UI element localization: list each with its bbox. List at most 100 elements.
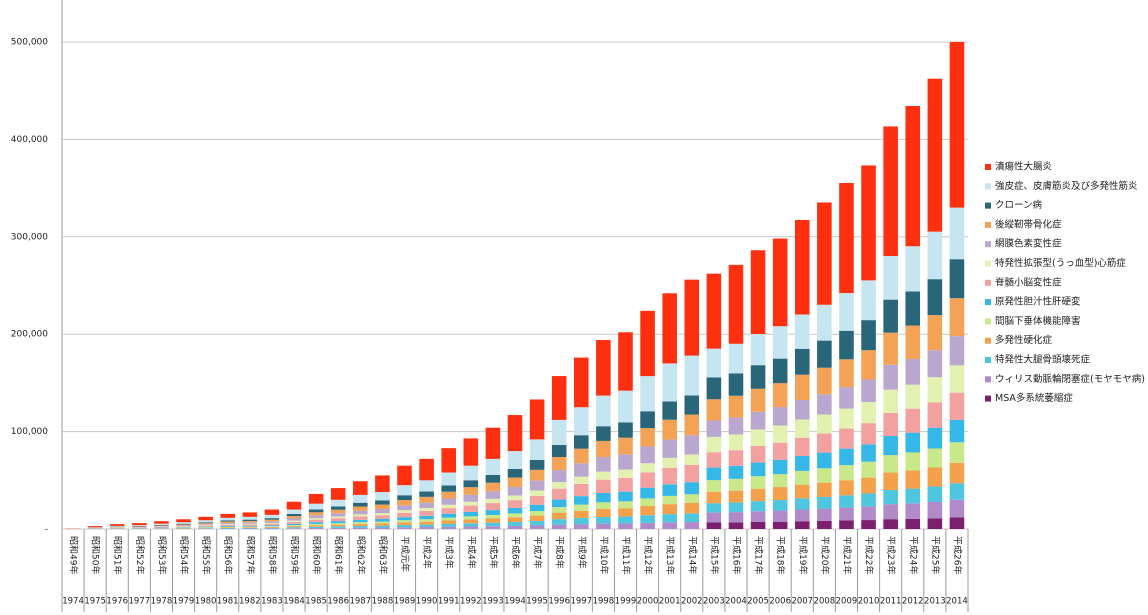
bar-segment bbox=[154, 525, 169, 527]
bar-segment bbox=[861, 350, 876, 380]
bar-segment bbox=[618, 501, 633, 509]
bar-segment bbox=[750, 388, 766, 412]
x-tick-label: 平成10年 bbox=[598, 536, 610, 574]
bar-segment bbox=[109, 525, 125, 527]
bar-segment bbox=[375, 523, 390, 526]
bar-segment bbox=[330, 524, 346, 527]
bar-segment bbox=[220, 513, 236, 518]
bar-segment bbox=[419, 515, 434, 520]
x-tick-label: 昭和63年 bbox=[377, 536, 389, 574]
bar-segment bbox=[242, 516, 258, 520]
legend-label: 後縦靭帯骨化症 bbox=[995, 218, 1062, 230]
x-tick-label: 昭和51年 bbox=[112, 536, 124, 574]
bar-segment bbox=[750, 250, 766, 335]
bar-segment bbox=[684, 502, 700, 514]
bar-segment bbox=[949, 419, 965, 443]
bar-segment bbox=[419, 521, 434, 525]
bar-segment bbox=[330, 506, 346, 510]
bar-segment bbox=[706, 348, 722, 378]
bar-segment bbox=[949, 442, 965, 463]
bar-segment bbox=[949, 259, 965, 299]
bar-segment bbox=[772, 459, 788, 475]
bar-segment bbox=[353, 510, 368, 515]
bar-segment bbox=[949, 336, 965, 366]
bar-segment bbox=[618, 332, 633, 391]
bar-segment bbox=[817, 496, 832, 509]
bar-segment bbox=[706, 377, 722, 400]
bar-segment bbox=[353, 523, 368, 526]
bar-segment bbox=[861, 520, 876, 529]
bar-segment bbox=[927, 448, 943, 468]
bar-segment bbox=[397, 517, 412, 521]
bar-segment bbox=[839, 480, 854, 496]
bar-segment bbox=[706, 452, 722, 468]
bar-segment bbox=[618, 390, 633, 423]
bar-segment bbox=[839, 387, 854, 409]
bar-segment bbox=[441, 498, 456, 505]
bar-segment bbox=[286, 521, 302, 524]
bar-segment bbox=[772, 442, 788, 460]
x-year-label: 1975 bbox=[84, 597, 106, 607]
y-tick-label: 200,000 bbox=[11, 330, 48, 340]
bar-segment bbox=[794, 400, 810, 420]
bar-segment bbox=[794, 455, 810, 471]
bar-segment bbox=[706, 399, 722, 421]
bar-segment bbox=[861, 444, 876, 462]
bar-segment bbox=[949, 517, 965, 529]
bar-segment bbox=[419, 527, 434, 529]
legend-label: 特発性大腿骨頭壊死症 bbox=[995, 354, 1091, 366]
bar-segment bbox=[242, 522, 258, 524]
bar-segment bbox=[640, 487, 655, 499]
bar-segment bbox=[618, 469, 633, 478]
bar-segment bbox=[905, 452, 921, 471]
bar-segment bbox=[507, 495, 523, 501]
bar-segment bbox=[596, 502, 611, 509]
bar-segment bbox=[927, 78, 943, 232]
bar-segment bbox=[176, 522, 191, 524]
legend-label: 間脳下垂体機能障害 bbox=[995, 315, 1081, 327]
bar-segment bbox=[750, 429, 766, 447]
bar-segment bbox=[794, 521, 810, 529]
bar-segment bbox=[198, 527, 213, 529]
y-tick-label: 500,000 bbox=[11, 38, 48, 48]
x-tick-label: 平成8年 bbox=[554, 536, 566, 569]
x-tick-label: 平成3年 bbox=[443, 536, 455, 569]
bar-segment bbox=[87, 526, 103, 528]
bar-segment bbox=[419, 458, 434, 481]
x-year-label: 1978 bbox=[151, 597, 173, 607]
bar-segment bbox=[817, 482, 832, 497]
bar-segment bbox=[198, 520, 213, 523]
bar-segment bbox=[662, 484, 677, 496]
bar-segment bbox=[927, 501, 943, 519]
x-year-label: 2002 bbox=[681, 597, 703, 607]
bar-segment bbox=[640, 411, 655, 429]
bar-segment bbox=[794, 314, 810, 349]
bar-segment bbox=[353, 481, 368, 495]
bar-segment bbox=[485, 475, 501, 483]
bar-segment bbox=[529, 480, 545, 491]
bar-segment bbox=[794, 437, 810, 456]
bar-segment bbox=[441, 523, 456, 527]
bar-segment bbox=[662, 363, 677, 402]
bar-segment bbox=[750, 446, 766, 463]
bar-segment bbox=[286, 523, 302, 526]
x-year-label: 2003 bbox=[703, 597, 725, 607]
legend-swatch bbox=[985, 279, 991, 286]
bar-segment bbox=[883, 389, 898, 413]
bar-segment bbox=[750, 521, 766, 529]
bar-segment bbox=[353, 525, 368, 528]
bar-segment bbox=[132, 523, 147, 526]
bar-segment bbox=[772, 500, 788, 511]
bar-segment bbox=[839, 448, 854, 466]
bar-segment bbox=[927, 279, 943, 316]
x-year-label: 2008 bbox=[814, 597, 836, 607]
bar-segment bbox=[529, 490, 545, 496]
bar-segment bbox=[684, 513, 700, 523]
bar-segment bbox=[927, 377, 943, 403]
bar-segment bbox=[264, 518, 280, 520]
bar-segment bbox=[905, 358, 921, 385]
bar-segment bbox=[949, 207, 965, 260]
bar-segment bbox=[308, 526, 324, 528]
legend-label: クローン病 bbox=[995, 199, 1043, 211]
bar-segment bbox=[353, 522, 368, 524]
